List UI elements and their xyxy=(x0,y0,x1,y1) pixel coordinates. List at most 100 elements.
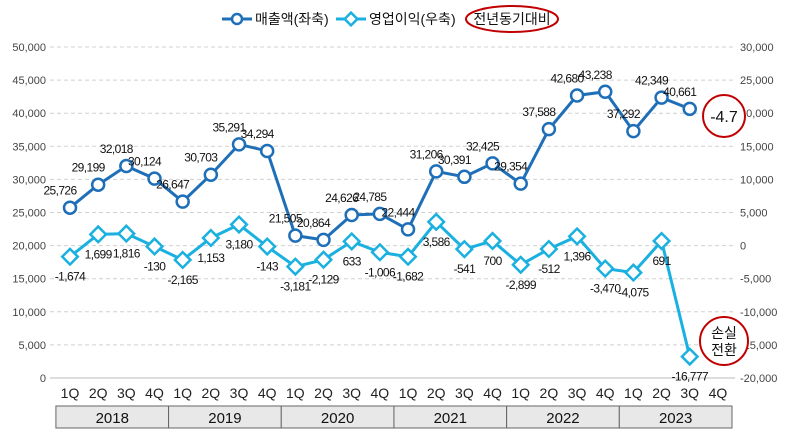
quarter-label: 1Q xyxy=(173,385,192,401)
profit-data-label: -1,682 xyxy=(393,270,424,284)
revenue-data-label: 37,292 xyxy=(607,107,641,121)
revenue-point xyxy=(485,156,500,171)
revenue-data-label: 32,018 xyxy=(100,142,134,156)
year-label: 2020 xyxy=(321,410,354,427)
profit-data-label: -2,129 xyxy=(308,273,339,287)
quarter-label: 1Q xyxy=(399,385,418,401)
revenue-data-label: 32,425 xyxy=(466,139,500,153)
revenue-data-label: 42,680 xyxy=(551,71,585,85)
revenue-data-label: 25,726 xyxy=(43,184,77,198)
revenue-point xyxy=(62,200,78,215)
profit-data-label: -2,899 xyxy=(506,278,537,292)
profit-data-label: -512 xyxy=(538,262,561,276)
left-tick-label: 40,000 xyxy=(12,108,46,120)
profit-point xyxy=(285,257,305,277)
profit-point xyxy=(454,239,474,259)
right-tick-label: -10,000 xyxy=(740,307,777,319)
right-tick-label: -15,000 xyxy=(740,340,777,352)
revenue-point xyxy=(90,177,106,192)
profit-data-label: -3,181 xyxy=(280,280,311,294)
quarter-label: 1Q xyxy=(286,385,305,401)
profit-point xyxy=(426,212,446,232)
revenue-point xyxy=(513,176,528,191)
quarter-label: 3Q xyxy=(230,385,249,401)
profit-point xyxy=(511,255,531,275)
revenue-point xyxy=(457,169,472,185)
year-label: 2018 xyxy=(96,410,129,427)
revenue-point xyxy=(428,164,444,179)
loss-annotation-line2: 전환 xyxy=(711,342,737,358)
revenue-point xyxy=(175,194,190,209)
revenue-data-label: 42,349 xyxy=(635,74,669,88)
quarter-label: 4Q xyxy=(709,385,728,401)
quarter-label: 1Q xyxy=(61,385,80,401)
profit-data-label: -130 xyxy=(144,259,167,273)
revenue-point xyxy=(626,123,641,139)
revenue-point xyxy=(203,167,219,182)
revenue-data-label: 24,785 xyxy=(353,190,387,204)
profit-data-label: 3,180 xyxy=(226,238,254,252)
profit-point xyxy=(144,236,165,257)
left-tick-label: 15,000 xyxy=(12,274,46,286)
profit-data-label: 1,816 xyxy=(113,247,141,261)
revenue-data-label: 30,391 xyxy=(438,153,472,167)
left-tick-label: 0 xyxy=(40,373,46,385)
revenue-point xyxy=(344,207,359,223)
year-box xyxy=(618,405,733,429)
profit-data-label: -541 xyxy=(454,262,477,276)
revenue-point xyxy=(654,90,669,105)
legend-revenue-label: 매출액(좌축) xyxy=(255,11,329,27)
revenue-point xyxy=(372,206,388,222)
yoy-annotation-circle xyxy=(702,94,746,138)
profit-point xyxy=(60,247,80,267)
profit-point xyxy=(623,263,643,283)
legend-profit-label: 영업이익(우축) xyxy=(369,11,456,27)
legend-yoy-label: 전년동기대비 xyxy=(473,11,550,27)
revenue-data-label: 34,294 xyxy=(241,127,275,141)
right-tick-label: -20,000 xyxy=(740,373,777,385)
quarter-label: 2Q xyxy=(427,385,446,401)
profit-point xyxy=(201,228,221,248)
year-label: 2021 xyxy=(434,410,467,427)
profit-point xyxy=(370,242,390,262)
profit-data-label: 3,586 xyxy=(423,235,451,249)
right-tick-label: 10,000 xyxy=(740,174,774,186)
profit-data-label: -143 xyxy=(256,260,279,274)
quarter-label: 4Q xyxy=(371,385,390,401)
profit-point xyxy=(313,250,334,270)
revenue-point xyxy=(231,137,247,152)
quarter-label: 3Q xyxy=(117,385,136,401)
revenue-data-label: 31,206 xyxy=(410,147,444,161)
quarter-label: 2Q xyxy=(314,385,333,401)
quarter-label: 2Q xyxy=(540,385,559,401)
right-tick-label: 20,000 xyxy=(740,108,774,120)
revenue-data-label: 26,647 xyxy=(156,178,190,192)
quarter-label: 3Q xyxy=(455,385,474,401)
left-tick-label: 45,000 xyxy=(12,75,46,87)
profit-point xyxy=(116,224,136,244)
profit-data-label: -4,075 xyxy=(618,286,649,300)
profit-point xyxy=(342,231,362,251)
profit-point xyxy=(229,215,249,235)
profit-data-label: 691 xyxy=(652,254,671,268)
revenue-data-label: 21,505 xyxy=(269,212,303,226)
profit-point xyxy=(398,247,418,267)
quarter-label: 3Q xyxy=(568,385,587,401)
revenue-data-label: 30,703 xyxy=(184,151,218,165)
revenue-point xyxy=(400,222,416,237)
loss-annotation-line1: 손실 xyxy=(711,325,737,341)
profit-data-label: 1,396 xyxy=(564,249,592,263)
legend-profit-marker xyxy=(342,10,360,28)
revenue-data-label: 22,444 xyxy=(381,205,415,219)
year-label: 2022 xyxy=(546,410,579,427)
revenue-point xyxy=(541,121,557,137)
revenue-data-label: 30,124 xyxy=(128,155,162,169)
year-label: 2019 xyxy=(208,410,241,427)
quarter-label: 3Q xyxy=(680,385,699,401)
revenue-data-label: 29,354 xyxy=(494,160,528,174)
left-tick-label: 35,000 xyxy=(12,141,46,153)
revenue-point xyxy=(119,158,134,174)
profit-data-label: -3,470 xyxy=(590,282,621,296)
profit-point xyxy=(173,250,193,270)
